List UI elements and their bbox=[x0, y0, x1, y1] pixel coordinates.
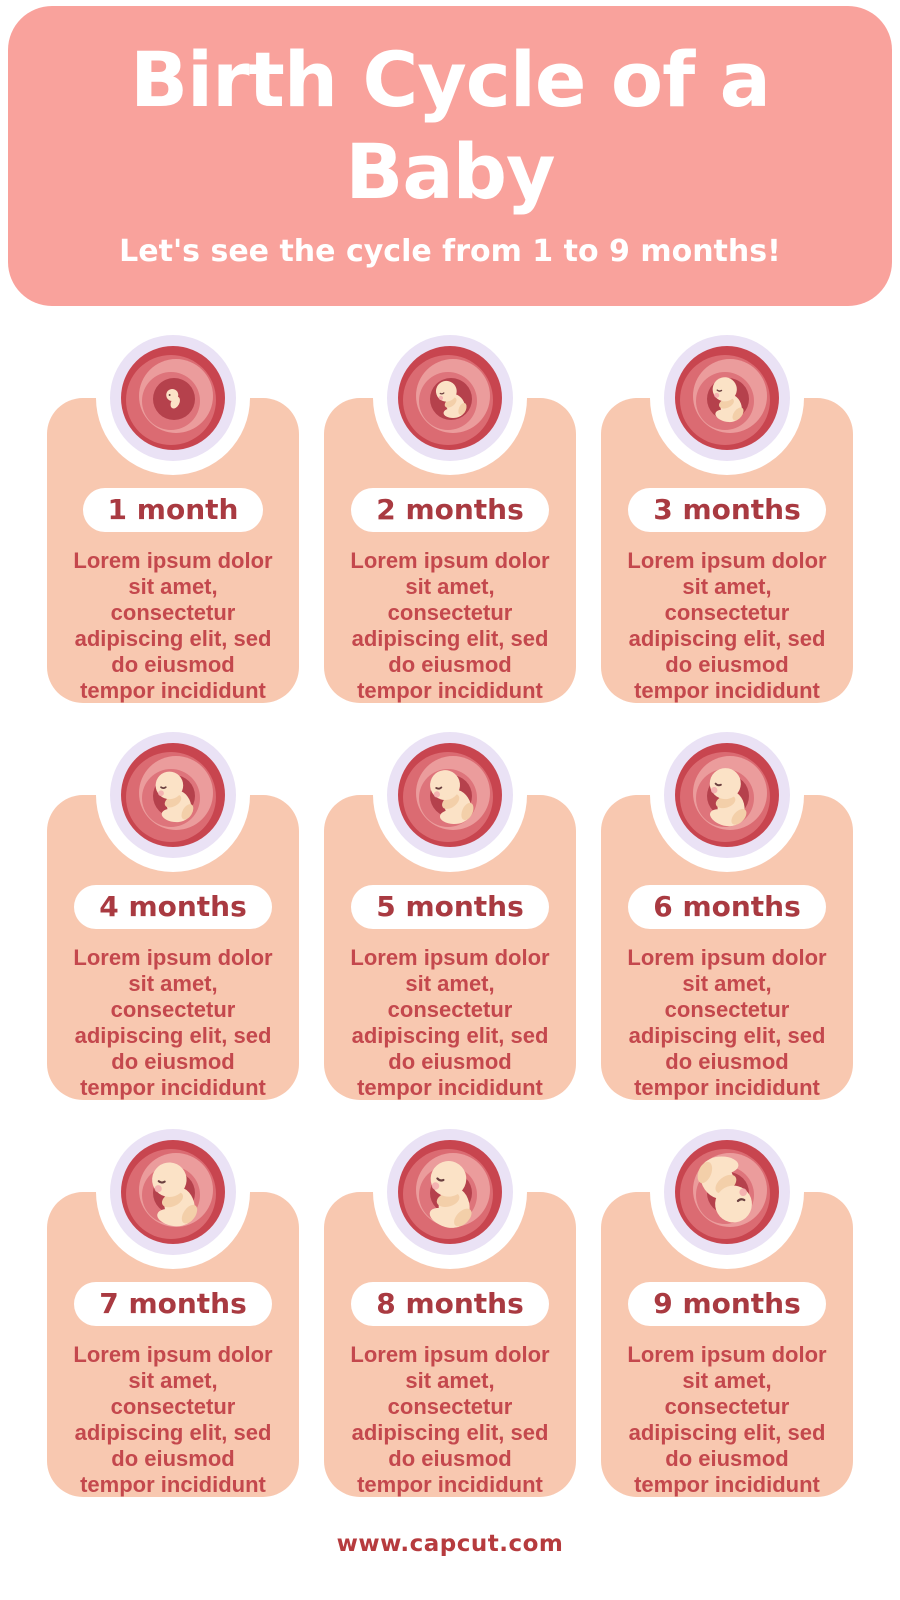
month-card: 5 months Lorem ipsum dolor sit amet, con… bbox=[324, 718, 576, 1100]
month-label: 8 months bbox=[376, 1287, 524, 1320]
month-label: 6 months bbox=[653, 890, 801, 923]
month-description: Lorem ipsum dolor sit amet, consectetur … bbox=[350, 945, 550, 1100]
month-label: 4 months bbox=[99, 890, 247, 923]
header-banner: Birth Cycle of a Baby Let's see the cycl… bbox=[8, 6, 892, 306]
month-card: 6 months Lorem ipsum dolor sit amet, con… bbox=[601, 718, 853, 1100]
month-label: 7 months bbox=[99, 1287, 247, 1320]
month-description: Lorem ipsum dolor sit amet, consectetur … bbox=[350, 1342, 550, 1497]
month-badge: 5 months bbox=[351, 885, 549, 929]
womb-illustration bbox=[372, 320, 528, 476]
footer-url: www.capcut.com bbox=[336, 1531, 564, 1557]
month-badge: 8 months bbox=[351, 1282, 549, 1326]
womb-illustration bbox=[95, 1114, 251, 1270]
page-title: Birth Cycle of a Baby bbox=[130, 35, 771, 216]
month-label: 1 month bbox=[107, 493, 239, 526]
month-card: 4 months Lorem ipsum dolor sit amet, con… bbox=[47, 718, 299, 1100]
month-badge: 1 month bbox=[82, 488, 264, 532]
month-card: 9 months Lorem ipsum dolor sit amet, con… bbox=[601, 1115, 853, 1497]
month-badge: 3 months bbox=[628, 488, 826, 532]
footer: www.capcut.com bbox=[0, 1531, 900, 1557]
page-subtitle: Let's see the cycle from 1 to 9 months! bbox=[119, 234, 781, 269]
womb-illustration bbox=[372, 1114, 528, 1270]
womb-illustration bbox=[649, 1114, 805, 1270]
womb-icon bbox=[650, 1115, 804, 1269]
womb-icon bbox=[96, 321, 250, 475]
month-card: 7 months Lorem ipsum dolor sit amet, con… bbox=[47, 1115, 299, 1497]
month-description: Lorem ipsum dolor sit amet, consectetur … bbox=[350, 548, 550, 703]
month-description: Lorem ipsum dolor sit amet, consectetur … bbox=[627, 1342, 827, 1497]
month-card: 8 months Lorem ipsum dolor sit amet, con… bbox=[324, 1115, 576, 1497]
month-description: Lorem ipsum dolor sit amet, consectetur … bbox=[73, 1342, 273, 1497]
womb-icon bbox=[96, 1115, 250, 1269]
womb-illustration bbox=[95, 717, 251, 873]
month-badge: 2 months bbox=[351, 488, 549, 532]
month-label: 9 months bbox=[653, 1287, 801, 1320]
month-description: Lorem ipsum dolor sit amet, consectetur … bbox=[73, 945, 273, 1100]
womb-icon bbox=[373, 321, 527, 475]
month-card: 1 month Lorem ipsum dolor sit amet, cons… bbox=[47, 321, 299, 703]
womb-icon bbox=[96, 718, 250, 872]
womb-illustration bbox=[649, 717, 805, 873]
month-description: Lorem ipsum dolor sit amet, consectetur … bbox=[627, 945, 827, 1100]
womb-illustration bbox=[649, 320, 805, 476]
womb-illustration bbox=[95, 320, 251, 476]
month-badge: 7 months bbox=[74, 1282, 272, 1326]
month-badge: 9 months bbox=[628, 1282, 826, 1326]
month-card: 3 months Lorem ipsum dolor sit amet, con… bbox=[601, 321, 853, 703]
womb-icon bbox=[650, 718, 804, 872]
month-label: 2 months bbox=[376, 493, 524, 526]
womb-icon bbox=[650, 321, 804, 475]
month-badge: 6 months bbox=[628, 885, 826, 929]
month-description: Lorem ipsum dolor sit amet, consectetur … bbox=[627, 548, 827, 703]
womb-icon bbox=[373, 1115, 527, 1269]
month-description: Lorem ipsum dolor sit amet, consectetur … bbox=[73, 548, 273, 703]
month-badge: 4 months bbox=[74, 885, 272, 929]
month-label: 5 months bbox=[376, 890, 524, 923]
womb-icon bbox=[373, 718, 527, 872]
month-label: 3 months bbox=[653, 493, 801, 526]
month-card: 2 months Lorem ipsum dolor sit amet, con… bbox=[324, 321, 576, 703]
womb-illustration bbox=[372, 717, 528, 873]
cards-grid: 1 month Lorem ipsum dolor sit amet, cons… bbox=[47, 321, 853, 1497]
